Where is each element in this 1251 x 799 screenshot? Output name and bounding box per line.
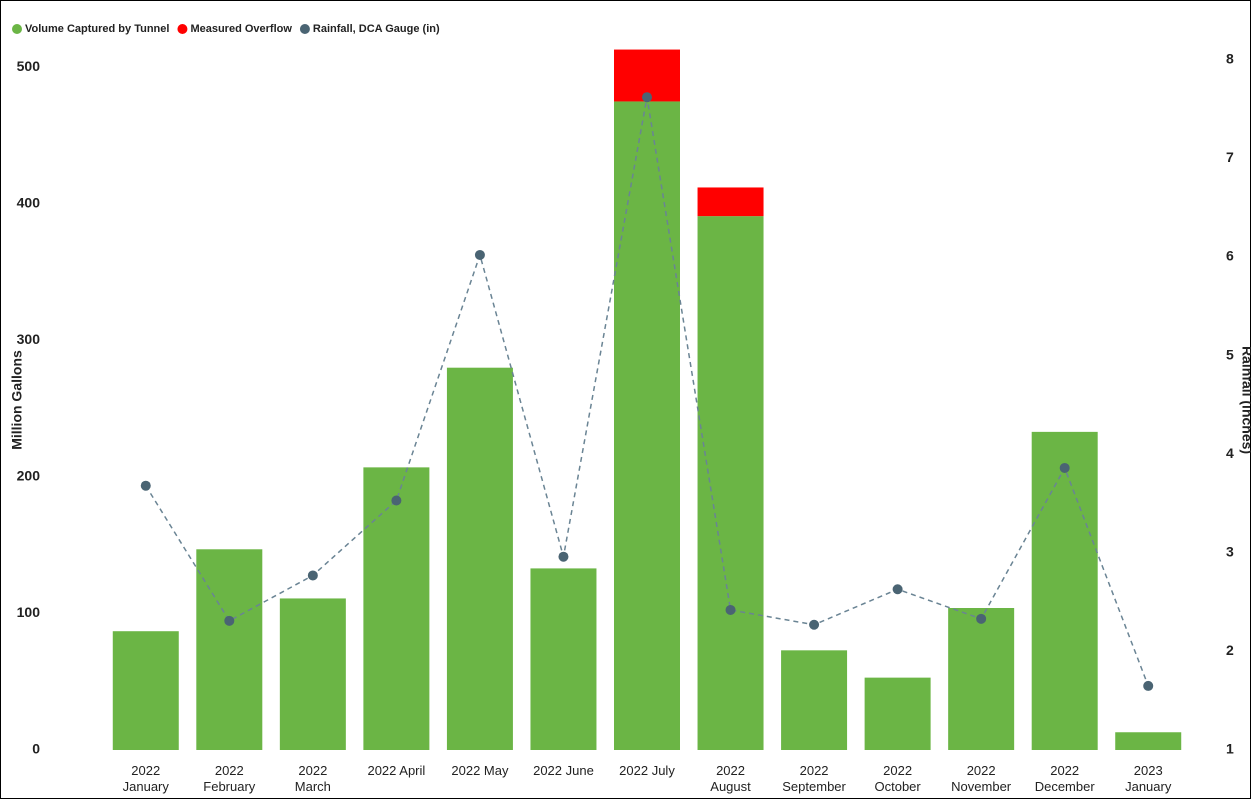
point bbox=[1059, 462, 1070, 473]
y2-tick-label: 2 bbox=[1226, 642, 1234, 658]
legend-label: Volume Captured by Tunnel bbox=[25, 23, 169, 35]
point bbox=[391, 495, 402, 506]
y-tick-label: 400 bbox=[17, 195, 41, 211]
bar bbox=[1115, 732, 1182, 750]
legend-marker bbox=[12, 24, 22, 34]
x-tick-label: 2022 December bbox=[1035, 763, 1096, 794]
y-tick-label: 100 bbox=[17, 604, 41, 620]
y2-tick-label: 3 bbox=[1226, 543, 1234, 559]
point bbox=[642, 92, 652, 103]
point bbox=[307, 570, 318, 581]
y2-tick-label: 8 bbox=[1226, 50, 1234, 66]
legend-marker bbox=[299, 24, 310, 34]
y-tick-label: 0 bbox=[32, 741, 40, 757]
point bbox=[976, 613, 987, 624]
x-tick-label: 2022 May bbox=[451, 763, 509, 778]
point bbox=[558, 551, 569, 562]
y2-tick-label: 1 bbox=[1226, 741, 1234, 757]
x-tick-label: 2022 January bbox=[123, 763, 170, 794]
point bbox=[474, 249, 485, 260]
y2-tick-label: 4 bbox=[1226, 445, 1234, 461]
y-tick-label: 200 bbox=[17, 468, 41, 484]
x-tick-label: 2022 April bbox=[367, 763, 425, 778]
point bbox=[140, 480, 151, 491]
point bbox=[1143, 680, 1154, 691]
bar bbox=[363, 467, 430, 750]
bar bbox=[864, 677, 931, 750]
x-tick-label: 2022 March bbox=[295, 763, 331, 794]
y-tick-label: 300 bbox=[17, 331, 41, 347]
bar bbox=[1031, 431, 1098, 750]
bar bbox=[948, 608, 1015, 750]
x-tick-label: 2022 February bbox=[203, 763, 256, 794]
x-tick-label: 2022 September bbox=[782, 763, 846, 794]
bar bbox=[112, 631, 179, 750]
point bbox=[809, 619, 820, 630]
bar bbox=[196, 549, 263, 750]
bar bbox=[614, 101, 680, 750]
x-tick-label: 2022 July bbox=[619, 763, 675, 778]
bar bbox=[697, 187, 764, 217]
bar bbox=[781, 650, 848, 750]
bar bbox=[446, 367, 513, 750]
bar bbox=[279, 598, 346, 750]
point bbox=[892, 584, 903, 595]
bar bbox=[530, 568, 597, 750]
point bbox=[224, 615, 235, 626]
y-axis-label: Million Gallons bbox=[9, 350, 25, 450]
legend-label: Measured Overflow bbox=[190, 23, 292, 35]
y2-tick-label: 7 bbox=[1226, 149, 1234, 165]
legend-label: Rainfall, DCA Gauge (in) bbox=[313, 23, 440, 35]
x-tick-label: 2022 June bbox=[533, 763, 594, 778]
x-tick-label: 2022 November bbox=[951, 763, 1012, 794]
x-tick-label: 2022 August bbox=[710, 763, 751, 794]
x-tick-label: 2022 October bbox=[874, 763, 921, 794]
y2-tick-label: 5 bbox=[1226, 346, 1234, 362]
x-tick-label: 2023 January bbox=[1125, 763, 1172, 794]
legend-marker bbox=[177, 24, 188, 34]
point bbox=[725, 604, 736, 615]
y2-axis-label: Rainfall (inches) bbox=[1239, 346, 1251, 454]
y2-tick-label: 6 bbox=[1226, 248, 1234, 264]
bar bbox=[697, 216, 764, 750]
y-tick-label: 500 bbox=[17, 58, 41, 74]
